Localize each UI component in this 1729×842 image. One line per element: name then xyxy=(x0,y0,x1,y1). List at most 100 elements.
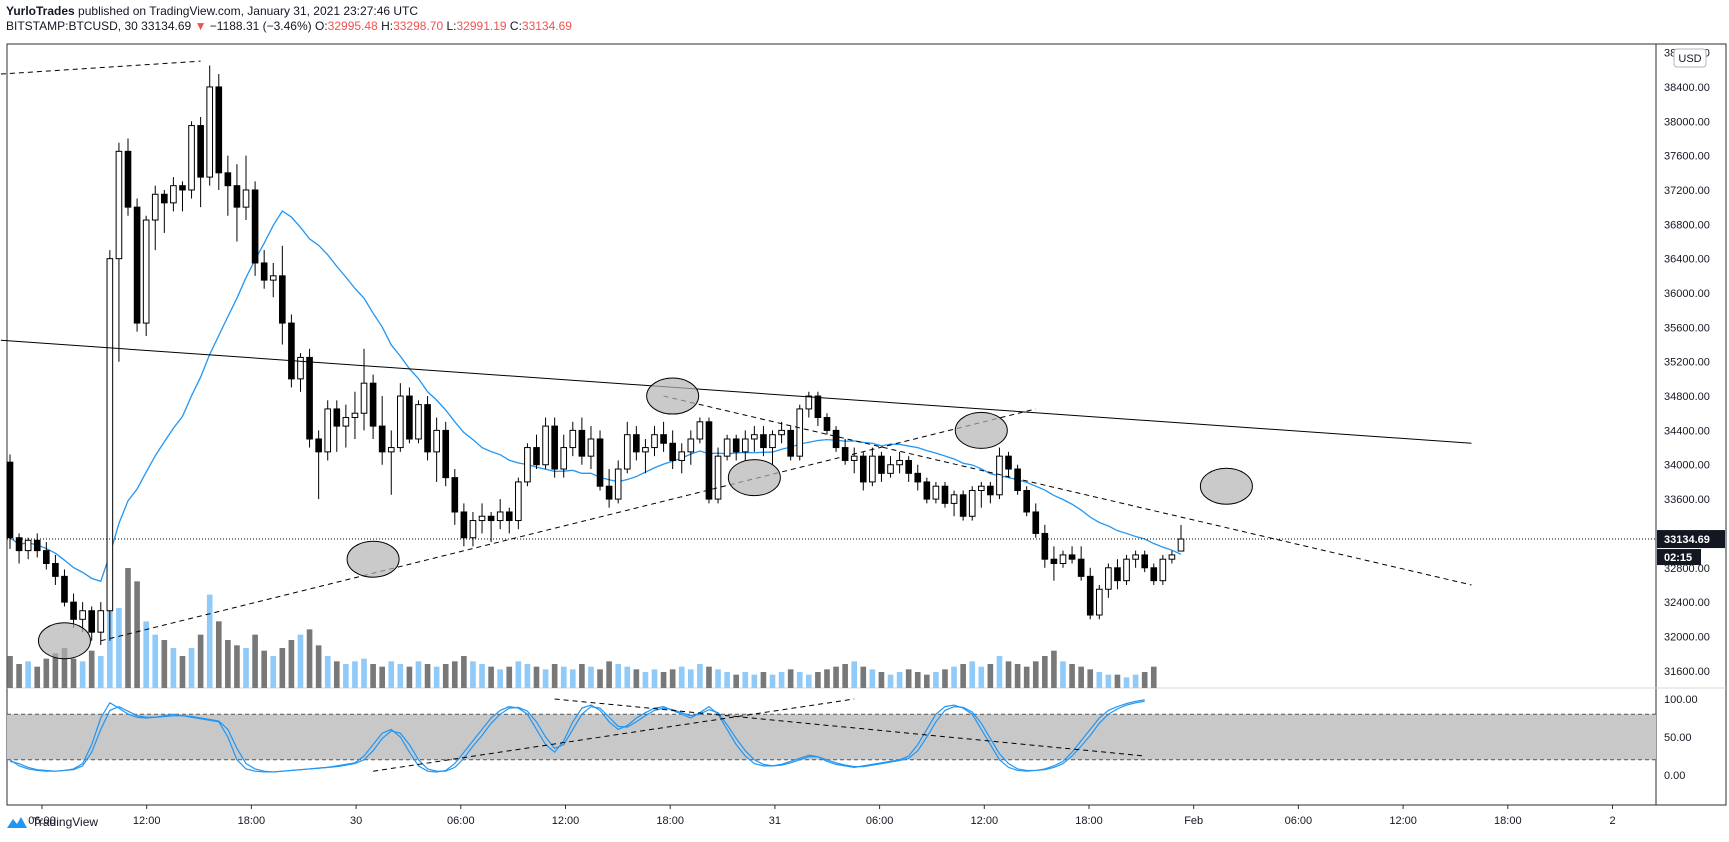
candle xyxy=(269,262,277,298)
candle xyxy=(1005,451,1012,478)
candle xyxy=(678,443,686,474)
candle-body xyxy=(796,408,804,457)
candle-body xyxy=(6,461,14,539)
price-tick-label: 35600.00 xyxy=(1664,322,1710,334)
candle xyxy=(6,454,14,549)
candle xyxy=(741,430,749,461)
resistance-line xyxy=(0,339,1472,444)
candle xyxy=(633,426,640,461)
candle xyxy=(1086,567,1094,620)
candle-body xyxy=(115,150,123,260)
volume-bar xyxy=(1141,672,1148,688)
candle xyxy=(932,481,940,504)
candle xyxy=(115,142,123,362)
symbol-label[interactable]: BITSTAMP:BTCUSD, 30 xyxy=(6,19,138,33)
candle-body xyxy=(696,421,704,440)
candle xyxy=(1114,559,1121,590)
candle xyxy=(732,434,740,461)
volume-bar xyxy=(996,656,1003,688)
candle-body xyxy=(88,610,96,633)
volume-bar xyxy=(1096,672,1103,688)
candle-body xyxy=(941,485,949,504)
volume-bar xyxy=(197,634,204,688)
candle-body xyxy=(269,275,277,281)
candle-body xyxy=(124,150,132,208)
volume-bar xyxy=(579,664,585,688)
volume-bar xyxy=(887,674,894,688)
candle-body xyxy=(996,455,1003,496)
candle-body xyxy=(142,219,150,324)
candle-body xyxy=(741,438,749,453)
price-tick-label: 35200.00 xyxy=(1664,357,1710,369)
candle xyxy=(914,464,922,491)
candle xyxy=(451,469,459,525)
candle xyxy=(151,185,159,251)
volume-bar xyxy=(161,640,168,688)
volume-bar xyxy=(715,669,721,688)
candle-body xyxy=(487,515,495,522)
stoch-trend-line xyxy=(373,698,855,772)
candle xyxy=(242,155,250,221)
volume-bar xyxy=(1051,650,1057,688)
candle-body xyxy=(1168,554,1176,560)
volume-bar xyxy=(633,669,640,688)
volume-bar xyxy=(606,661,612,688)
candle-body xyxy=(887,464,894,474)
candle-body xyxy=(932,485,940,500)
candle-body xyxy=(415,404,422,440)
candle xyxy=(24,537,32,560)
candle-body xyxy=(1150,567,1158,582)
volume-bar xyxy=(206,594,213,688)
countdown-label: 02:15 xyxy=(1664,552,1692,564)
volume-bar xyxy=(733,674,740,688)
candle-body xyxy=(179,185,186,191)
candle-body xyxy=(878,455,885,474)
candle xyxy=(977,481,985,508)
candle xyxy=(823,413,831,435)
price-tick-label: 36000.00 xyxy=(1664,288,1710,300)
down-arrow-icon: ▼ xyxy=(194,19,207,33)
volume-bar xyxy=(52,653,59,688)
volume-bar xyxy=(61,648,68,688)
time-tick-label: 18:00 xyxy=(656,815,684,827)
time-tick-label: 06:00 xyxy=(447,815,475,827)
change-value: −1188.31 (−3.46%) xyxy=(209,19,312,33)
volume-bar xyxy=(1123,677,1130,688)
volume-bar xyxy=(343,664,349,688)
candle xyxy=(714,447,722,504)
volume-bar xyxy=(515,661,522,688)
candle-body xyxy=(605,485,613,500)
stoch-tick-label: 50.00 xyxy=(1664,732,1692,744)
volume-bar xyxy=(379,666,385,688)
high-label: H: xyxy=(381,19,394,33)
candle xyxy=(1177,524,1185,552)
volume-bar xyxy=(397,664,404,688)
candle-body xyxy=(660,434,667,444)
candle-body xyxy=(714,455,722,500)
author-name[interactable]: YurloTrades xyxy=(6,4,75,18)
candle xyxy=(1132,550,1139,568)
candle-body xyxy=(406,395,413,440)
candle xyxy=(905,456,912,482)
candle xyxy=(923,477,931,504)
volume-bar xyxy=(215,621,222,688)
price-tick-label: 32800.00 xyxy=(1664,563,1710,575)
candle-body xyxy=(869,455,876,483)
candle-body xyxy=(1132,554,1139,560)
volume-bar xyxy=(588,666,594,688)
candle-body xyxy=(1159,558,1167,582)
candle-body xyxy=(106,258,114,612)
volume-bar xyxy=(742,672,749,688)
candle-body xyxy=(524,447,531,483)
candle xyxy=(97,602,105,646)
tradingview-brand[interactable]: TradingView xyxy=(6,815,98,829)
price-tick-label: 36800.00 xyxy=(1664,219,1710,231)
moving-average-line xyxy=(9,210,1182,583)
candle xyxy=(1095,584,1103,620)
countdown-tag xyxy=(1657,549,1701,566)
candle-body xyxy=(642,447,649,453)
candle xyxy=(841,438,849,465)
candle xyxy=(297,353,304,392)
brand-label: TradingView xyxy=(32,815,99,829)
